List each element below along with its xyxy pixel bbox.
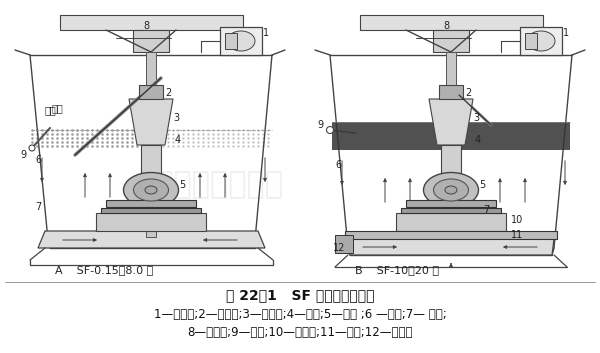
Text: 11: 11	[511, 230, 523, 240]
Bar	[520, 27, 562, 55]
Bar	[60, 15, 243, 30]
Ellipse shape	[124, 173, 179, 208]
Text: 有路选矿机械设备: 有路选矿机械设备	[137, 170, 283, 199]
Bar	[401, 208, 501, 213]
Bar	[396, 213, 506, 231]
Text: B    SF-10～20 型: B SF-10～20 型	[355, 265, 439, 275]
Ellipse shape	[133, 179, 169, 201]
Bar	[439, 85, 463, 99]
Bar	[133, 30, 169, 52]
Text: 12: 12	[333, 243, 346, 253]
Ellipse shape	[326, 126, 334, 133]
Text: 图 22－1   SF 型浮选机结构图: 图 22－1 SF 型浮选机结构图	[226, 288, 374, 302]
Text: 8—轴承体;9—刮板;10—导流筒;11—假底;12—调节环: 8—轴承体;9—刮板;10—导流筒;11—假底;12—调节环	[187, 327, 413, 340]
Text: 1: 1	[263, 28, 269, 38]
Bar	[406, 200, 496, 207]
Bar	[335, 235, 353, 253]
Text: 5: 5	[179, 180, 185, 190]
Text: 5: 5	[479, 180, 485, 190]
Text: 2: 2	[465, 88, 471, 98]
Bar	[101, 208, 201, 213]
Text: A    SF-0.15～8.0 型: A SF-0.15～8.0 型	[55, 265, 153, 275]
Ellipse shape	[145, 186, 157, 194]
Text: 8: 8	[143, 21, 149, 31]
Text: 7: 7	[483, 205, 489, 215]
Polygon shape	[429, 99, 473, 145]
Bar	[360, 15, 543, 30]
Text: 空气: 空气	[52, 103, 64, 113]
Text: 7: 7	[35, 202, 41, 212]
Bar	[441, 145, 461, 175]
Text: 4: 4	[475, 135, 481, 145]
Bar	[433, 30, 469, 52]
Text: 6: 6	[335, 160, 341, 170]
Text: 4: 4	[175, 135, 181, 145]
Text: 8: 8	[443, 21, 449, 31]
Bar	[525, 33, 537, 49]
Ellipse shape	[445, 186, 457, 194]
Bar	[220, 27, 262, 55]
Ellipse shape	[433, 179, 469, 201]
Polygon shape	[129, 99, 173, 145]
Ellipse shape	[527, 31, 555, 51]
Bar	[106, 200, 196, 207]
Bar	[446, 52, 456, 237]
Ellipse shape	[424, 173, 479, 208]
Bar	[96, 213, 206, 231]
Bar	[225, 33, 237, 49]
Text: 9: 9	[317, 120, 323, 130]
Text: 9: 9	[20, 150, 26, 160]
Bar	[345, 231, 557, 239]
Text: 10: 10	[511, 215, 523, 225]
Text: 2: 2	[165, 88, 171, 98]
Text: 空气: 空气	[45, 105, 57, 115]
Bar	[141, 145, 161, 175]
Text: 1: 1	[563, 28, 569, 38]
Polygon shape	[348, 239, 554, 255]
Text: 6: 6	[35, 155, 41, 165]
Ellipse shape	[29, 145, 35, 151]
Text: 3: 3	[173, 113, 179, 123]
Text: 3: 3	[473, 113, 479, 123]
Text: 1—电动机;2—吸气管;3—中心筒;4—褡体;5—叶轮 ;6 —主轴;7— 盖板;: 1—电动机;2—吸气管;3—中心筒;4—褡体;5—叶轮 ;6 —主轴;7— 盖板…	[154, 309, 446, 322]
Bar	[146, 52, 156, 237]
Ellipse shape	[227, 31, 255, 51]
Bar	[139, 85, 163, 99]
Bar	[332, 122, 570, 150]
Polygon shape	[38, 231, 265, 248]
